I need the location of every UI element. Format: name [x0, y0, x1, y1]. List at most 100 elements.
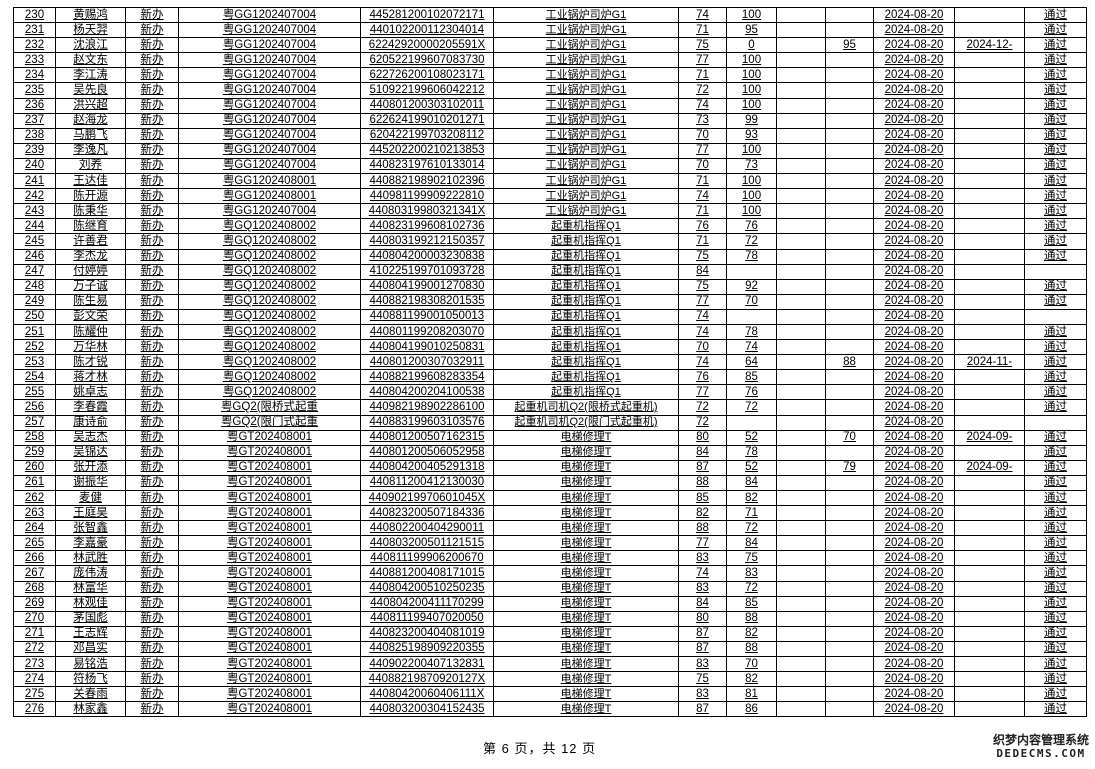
- cell-date: 2024-08-20: [873, 686, 955, 703]
- table-row: 238 马鹏飞 新办 粤GG1202407004 620422199703208112 工…: [13, 127, 1087, 144]
- cell-no: 251: [13, 323, 56, 341]
- cell-type: 新办: [125, 459, 179, 476]
- cell-theory: 76: [678, 369, 727, 386]
- table-row: 271 王志辉 新办 粤GT202408001 440823200404081019 电梯…: [13, 625, 1087, 642]
- cell-retake-date: [954, 520, 1025, 537]
- cell-type-text: 新办: [140, 657, 164, 670]
- cell-code-text: 粤GT202408001: [226, 461, 313, 474]
- cell-retake: [825, 52, 874, 69]
- cell-result-text: 通过: [1044, 400, 1067, 413]
- table-row: 263 王庭昊 新办 粤GT202408001 440823200507184336 电梯…: [13, 505, 1087, 522]
- cell-code-text: 粤GG1202407004: [222, 129, 317, 142]
- cell-no: 234: [13, 67, 56, 84]
- cell-type-text: 新办: [140, 446, 164, 459]
- cell-practical-text: 78: [745, 446, 758, 459]
- cell-theory: 74: [678, 565, 727, 582]
- cell-theory-text: 84: [696, 446, 709, 459]
- cell-no-text: 267: [24, 567, 45, 580]
- cell-retake-date: [954, 399, 1025, 416]
- cell-id-number: 440902200407132831: [360, 656, 494, 673]
- cell-code: 粤GQ1202408002: [178, 354, 361, 371]
- cell-date: 2024-08-20: [873, 308, 955, 325]
- cell-code-text: 粤GT202408001: [226, 476, 313, 489]
- cell-id-number-text: 510922199606042212: [369, 84, 485, 97]
- cell-result: 通过: [1024, 580, 1087, 597]
- cell-retake: [825, 188, 874, 205]
- cell-project: 起重机司机Q2(限门式起重机): [493, 414, 679, 431]
- cell-name: 康诗俞: [55, 414, 126, 431]
- cell-code-text: 粤GG1202407004: [222, 53, 317, 66]
- cell-name: 彭文荣: [55, 308, 126, 325]
- cell-blank: [776, 97, 826, 114]
- cell-name: 蒋才林: [55, 369, 126, 386]
- cell-type-text: 新办: [140, 672, 164, 685]
- cell-name-text: 张智鑫: [73, 521, 108, 534]
- cell-no: 258: [13, 429, 56, 446]
- cell-type: 新办: [125, 248, 179, 265]
- cell-practical: 88: [726, 610, 777, 627]
- cell-date-text: 2024-08-20: [884, 355, 944, 368]
- cell-no-text: 265: [24, 536, 45, 549]
- cell-no-text: 243: [24, 204, 45, 217]
- cell-blank: [776, 82, 826, 99]
- cell-project-text: 起重机指挥Q1: [551, 310, 621, 323]
- cell-name: 王志辉: [55, 625, 126, 642]
- cell-result-text: 通过: [1044, 99, 1067, 112]
- cell-no-text: 252: [24, 340, 45, 353]
- cell-result: 通过: [1024, 459, 1087, 476]
- cell-code: 粤GQ1202408002: [178, 263, 361, 280]
- cell-id-number: 440801200307032911: [360, 354, 494, 371]
- cell-code: 粤GT202408001: [178, 610, 361, 627]
- cell-code: 粤GG1202408001: [178, 173, 361, 190]
- cell-blank: [776, 474, 826, 492]
- cell-code: 粤GG1202407004: [178, 127, 361, 144]
- cell-project: 起重机指挥Q1: [493, 323, 679, 341]
- cell-result: 通过: [1024, 625, 1087, 642]
- cell-no: 272: [13, 640, 56, 658]
- cell-id-number-text: 445281200102072171: [369, 8, 485, 21]
- cell-practical: 78: [726, 323, 777, 341]
- cell-result-text: 通过: [1044, 159, 1067, 172]
- cell-type-text: 新办: [140, 370, 164, 383]
- cell-no: 248: [13, 278, 56, 295]
- cell-code: 粤GG1202407004: [178, 37, 361, 54]
- cell-practical-text: 100: [741, 84, 762, 97]
- cell-code: 粤GT202408001: [178, 671, 361, 688]
- table-row: 230 黄赐鸿 新办 粤GG1202407004 445281200102072171 工…: [13, 6, 1087, 24]
- cell-retake-date: [954, 595, 1025, 612]
- cell-result: 通过: [1024, 218, 1087, 235]
- cell-date-text: 2024-08-20: [884, 597, 944, 610]
- cell-retake-date: [954, 263, 1025, 280]
- cell-id-number-text: 440825198909220355: [369, 642, 485, 655]
- cell-date-text: 2024-08-20: [884, 219, 944, 232]
- cell-practical-text: 93: [745, 129, 758, 142]
- cell-practical-text: 75: [745, 551, 758, 564]
- table-row: 234 李江涛 新办 粤GG1202407004 622726200108023171 工…: [13, 67, 1087, 84]
- cell-theory: 72: [678, 82, 727, 99]
- cell-result-text: 通过: [1044, 476, 1067, 489]
- cell-result: 通过: [1024, 640, 1087, 658]
- cell-result: 通过: [1024, 701, 1087, 718]
- cell-id-number: 440811200412130030: [360, 474, 494, 492]
- cell-retake: [825, 97, 874, 114]
- cell-retake: [825, 157, 874, 175]
- cell-result: 通过: [1024, 157, 1087, 175]
- cell-date-text: 2024-08-20: [884, 310, 944, 323]
- cell-name: 张开添: [55, 459, 126, 476]
- cell-type: 新办: [125, 701, 179, 718]
- cell-practical: 93: [726, 127, 777, 144]
- cell-type-text: 新办: [140, 38, 164, 51]
- table-body: 230 黄赐鸿 新办 粤GG1202407004 445281200102072171 工…: [13, 6, 1087, 718]
- cell-date: 2024-08-20: [873, 37, 955, 54]
- cell-no-text: 264: [24, 521, 45, 534]
- table-row: 260 张开添 新办 粤GT202408001 440804200405291318 电梯…: [13, 459, 1087, 476]
- cell-name-text: 马鹏飞: [73, 129, 108, 142]
- cell-practical: 83: [726, 565, 777, 582]
- cell-retake-date: [954, 505, 1025, 522]
- cell-no: 241: [13, 173, 56, 190]
- cell-no-text: 242: [24, 189, 45, 202]
- cell-id-number-text: 440803200501121515: [369, 536, 485, 549]
- cell-id-number: 622726200108023171: [360, 67, 494, 84]
- cell-theory-text: 85: [696, 491, 709, 504]
- cell-type-text: 新办: [140, 129, 164, 142]
